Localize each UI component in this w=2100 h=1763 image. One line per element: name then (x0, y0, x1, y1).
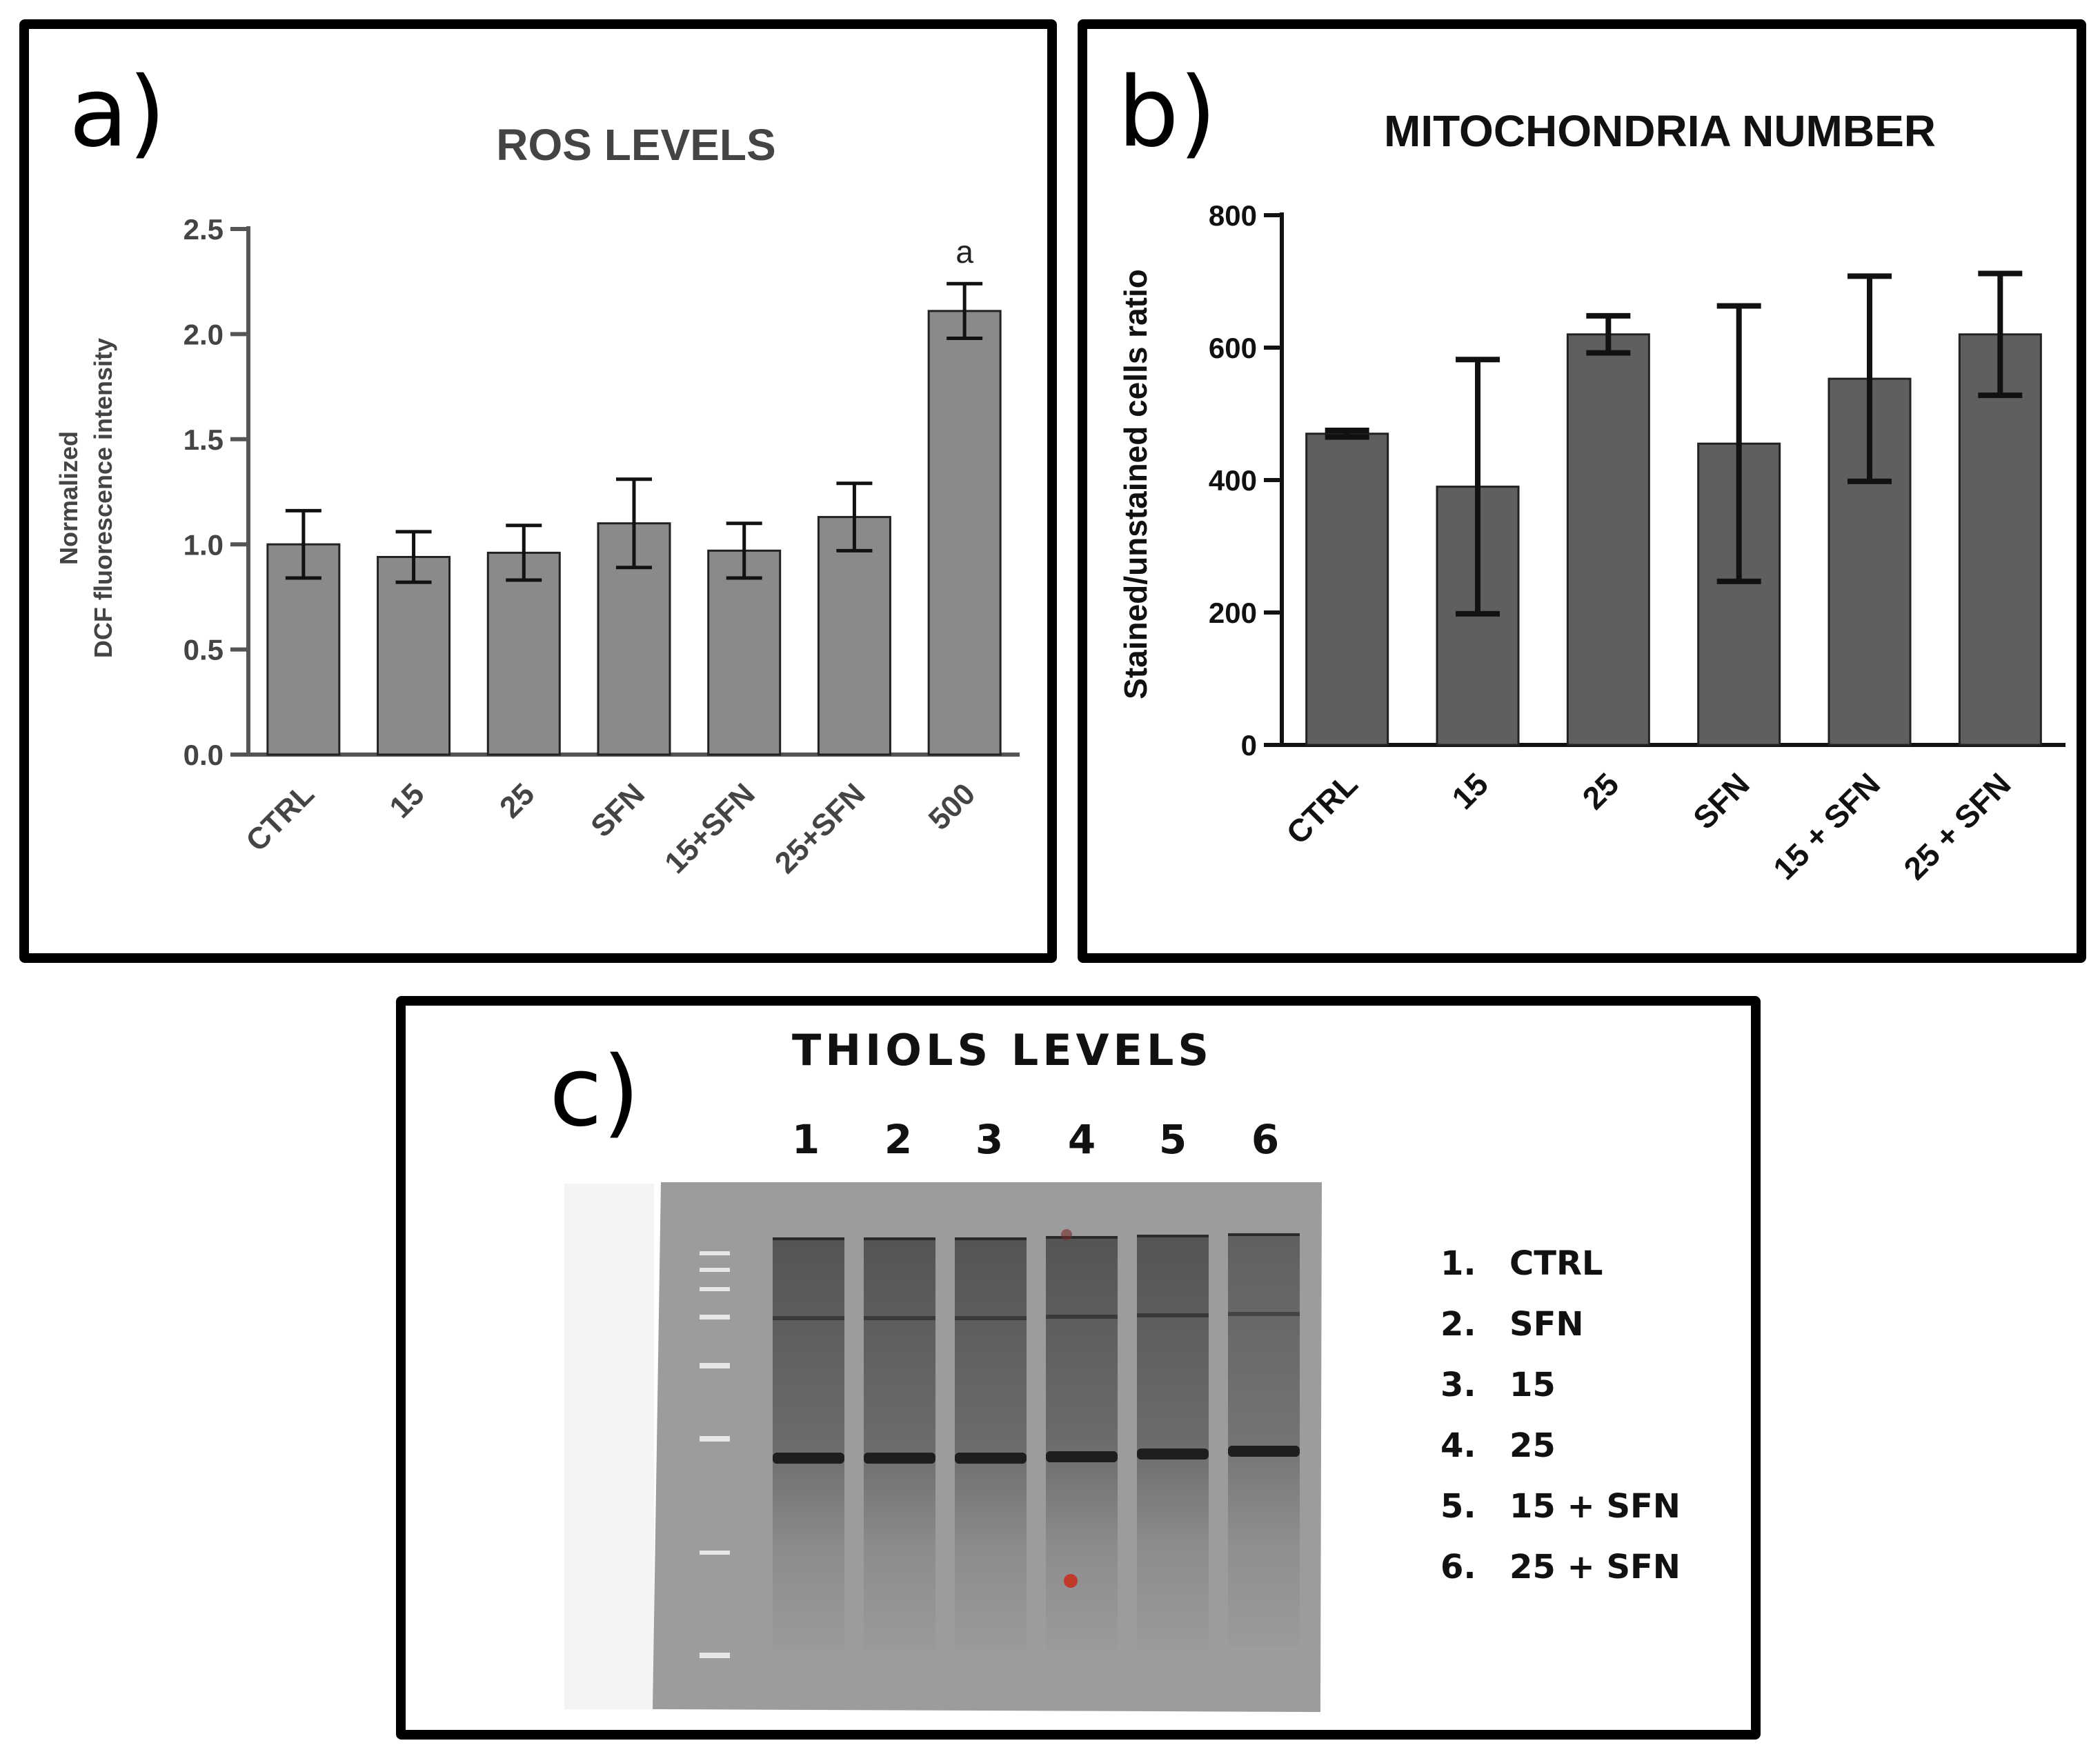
bar (486, 551, 561, 756)
panel-c-letter: c) (549, 1036, 640, 1148)
bar (1305, 432, 1389, 746)
legend-item: 3. 15 (1440, 1366, 1556, 1404)
chart-title: MITOCHONDRIA NUMBER (1384, 106, 1936, 156)
bar (377, 555, 451, 756)
x-tick-label: 25+SFN (769, 777, 872, 880)
gel-artifact (1061, 1229, 1072, 1240)
bar (707, 549, 782, 756)
y-tick-label: 2.0 (184, 319, 224, 351)
panel-b-letter: b) (1118, 57, 1217, 169)
y-tick-label: 400 (1209, 464, 1257, 497)
ros-levels-chart: ROS LEVELS Normalized DCF fluorescence int… (55, 120, 1020, 880)
gel-left-margin (564, 1184, 654, 1709)
x-tick-label: 25 + SFN (1896, 766, 2017, 886)
legend-item: 4. 25 (1440, 1426, 1556, 1465)
panel-b: b) MITOCHONDRIA NUMBER Stained/unstained … (1078, 19, 2086, 963)
y-axis-label: Stained/unstained cells ratio (1118, 269, 1153, 699)
legend-item: 6. 25 + SFN (1440, 1548, 1681, 1586)
bar (1566, 333, 1650, 746)
x-tick-label: CTRL (239, 777, 321, 858)
lane (773, 1237, 844, 1651)
lane (1046, 1236, 1118, 1650)
x-tick-label: SFN (1686, 766, 1756, 836)
gel-image (564, 1182, 1322, 1712)
y-axis-label: Normalized (55, 431, 83, 565)
y-tick-label: 1.5 (184, 424, 224, 456)
gel-artifact (1064, 1574, 1078, 1588)
y-tick-label: 0 (1241, 729, 1257, 761)
y-tick-label: 2.5 (184, 213, 224, 246)
x-tick-label: 15 + SFN (1766, 766, 1887, 886)
chart-title: ROS LEVELS (496, 120, 775, 170)
y-axis-label: DCF fluorescence intensity (89, 338, 117, 658)
y-tick-label: 0.0 (184, 739, 224, 771)
ladder (700, 1251, 730, 1658)
lane (1228, 1233, 1300, 1647)
legend-item: 1. CTRL (1440, 1244, 1603, 1283)
x-tick-label: 15+SFN (658, 777, 762, 880)
lane (864, 1237, 935, 1651)
lane-number: 2 (884, 1116, 913, 1163)
lane-number: 1 (791, 1116, 820, 1163)
legend-item: 2. SFN (1440, 1305, 1584, 1344)
bar (927, 310, 1002, 756)
lane-number: 3 (975, 1116, 1004, 1163)
x-tick-label: CTRL (1279, 766, 1364, 850)
y-tick-label: 200 (1209, 597, 1257, 629)
x-tick-label: 25 (1575, 766, 1625, 816)
mitochondria-number-chart: MITOCHONDRIA NUMBER Stained/unstained cel… (1118, 106, 2066, 886)
panel-a: a) ROS LEVELS Normalized DCF fluorescence … (19, 19, 1057, 963)
lane-number: 4 (1067, 1116, 1096, 1163)
lane-number: 5 (1158, 1116, 1187, 1163)
x-tick-label: SFN (584, 777, 651, 844)
lane (955, 1237, 1027, 1651)
panel-c: c) THIOLS LEVELS 1 2 3 4 5 6 (396, 996, 1761, 1740)
y-tick-label: 1.0 (184, 528, 224, 561)
y-tick-label: 800 (1209, 199, 1257, 232)
legend-item: 5. 15 + SFN (1440, 1487, 1681, 1526)
panel-a-letter: a) (69, 57, 166, 169)
bar (817, 516, 891, 756)
lane (1137, 1235, 1209, 1649)
x-tick-label: 15 (1445, 766, 1495, 816)
x-tick-label: 25 (493, 777, 541, 824)
y-tick-label: 0.5 (184, 634, 224, 666)
lane-number: 6 (1251, 1116, 1280, 1163)
gel-legend: 1. CTRL 2. SFN 3. 15 4. 25 5. 15 + SFN 6. 25 +… (1440, 1233, 1681, 1597)
x-tick-label: 15 (383, 777, 430, 824)
y-tick-label: 600 (1209, 332, 1257, 364)
bar (1958, 333, 2042, 746)
gel-title: THIOLS LEVELS (792, 1025, 1214, 1075)
x-tick-label: 500 (922, 777, 982, 837)
significance-annotation: a (955, 234, 973, 270)
